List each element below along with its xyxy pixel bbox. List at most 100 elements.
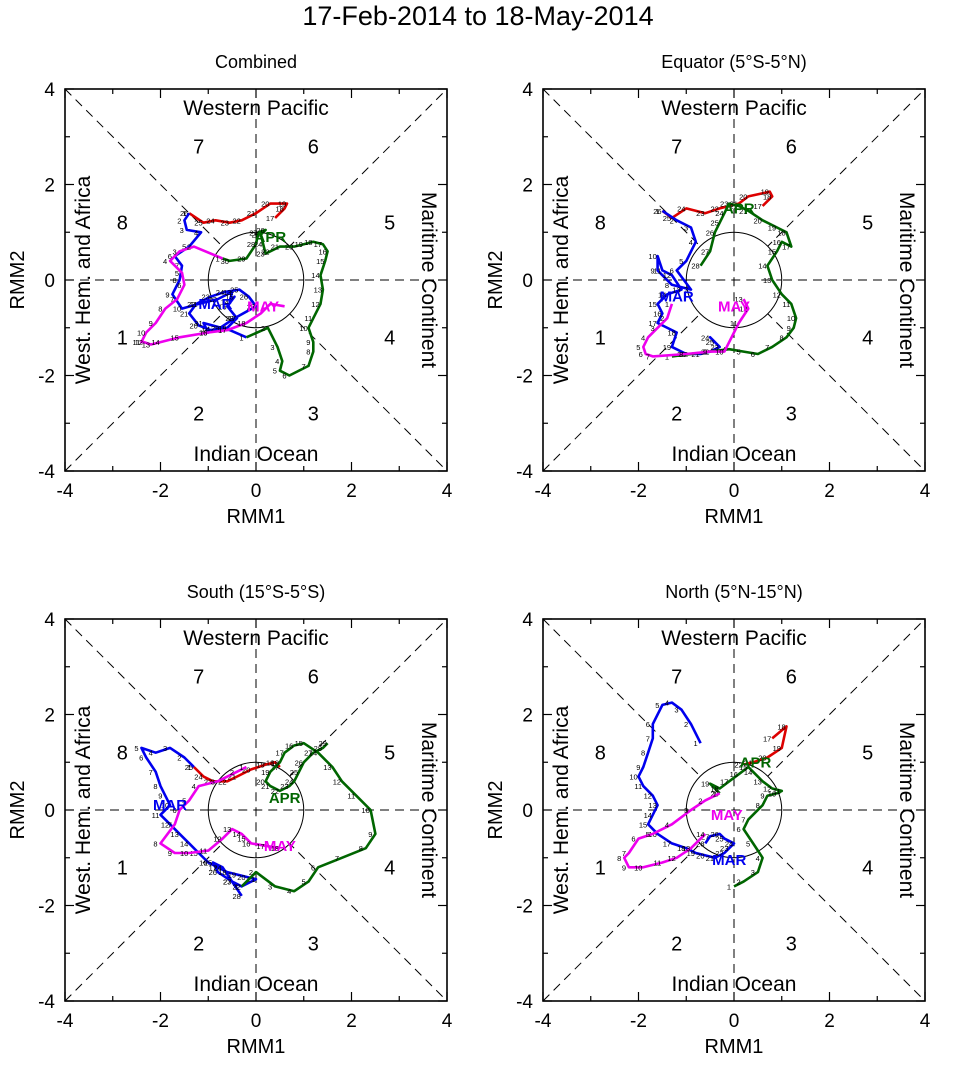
day-label: 10 (161, 801, 169, 810)
day-label: 16 (285, 742, 293, 751)
panel-north: North (5°N-15°N) -4 -4 -2 -2 0 0 2 2 4 4 RMM1 RMM2 We… (478, 570, 956, 1060)
region-label-bottom: Indian Ocean (194, 443, 319, 466)
day-label: 17 (266, 214, 274, 223)
trajectory-feb (188, 202, 289, 224)
region-label-right: Maritime Continent (417, 192, 440, 368)
day-label: 8 (779, 333, 783, 342)
day-label: 22 (187, 300, 195, 309)
day-label: 30 (221, 257, 229, 266)
x-tick-label: -4 (535, 1011, 552, 1032)
day-label: 2 (187, 243, 191, 252)
day-label: 14 (758, 262, 766, 271)
day-label: 22 (271, 787, 279, 796)
day-label: 18 (218, 868, 226, 877)
day-label: 23 (256, 250, 264, 259)
day-label: 9 (760, 792, 764, 801)
day-label: 31 (194, 319, 202, 328)
day-label: 25 (663, 214, 671, 223)
day-label: 27 (304, 749, 312, 758)
day-label: 6 (639, 350, 643, 359)
day-label: 15 (739, 763, 747, 772)
day-label: 7 (149, 768, 153, 777)
day-label: 23 (204, 777, 212, 786)
day-label: 19 (761, 188, 769, 197)
day-label: 8 (617, 854, 621, 863)
phase-number: 8 (595, 743, 606, 765)
day-label: 15 (295, 739, 303, 748)
y-tick-label: -2 (516, 897, 533, 918)
phase-number: 4 (862, 857, 873, 879)
day-label: 9 (306, 338, 310, 347)
day-label: 21 (739, 207, 747, 216)
day-label: 14 (233, 830, 241, 839)
day-label: 4 (163, 257, 167, 266)
day-label: 16 (653, 309, 661, 318)
region-label-right: Maritime Continent (895, 722, 918, 898)
day-label: 17 (720, 777, 728, 786)
phase-number: 6 (308, 136, 319, 158)
trajectory-mar (637, 701, 736, 860)
x-axis-label: RMM1 (705, 1036, 764, 1058)
day-label: 7 (765, 343, 769, 352)
day-label: 20 (190, 321, 198, 330)
day-label: 27 (701, 247, 709, 256)
day-label: 5 (746, 839, 750, 848)
panel-title: South (15°S-5°S) (187, 582, 325, 602)
day-label: 14 (696, 830, 704, 839)
day-label: 22 (233, 216, 241, 225)
x-tick-label: -2 (630, 1011, 647, 1032)
day-label: 26 (180, 209, 188, 218)
day-label: 8 (153, 839, 157, 848)
day-label: 22 (218, 777, 226, 786)
day-label: 5 (182, 796, 186, 805)
day-label: 17 (314, 240, 322, 249)
day-label: 21 (271, 243, 279, 252)
y-tick-label: 4 (522, 80, 533, 101)
day-label: 24 (677, 204, 685, 213)
month-label-apr: APR (269, 790, 301, 807)
panel-south: South (15°S-5°S) -4 -4 -2 -2 0 0 2 2 4 4 RMM1 RMM2 We… (0, 570, 478, 1060)
region-label-left: West. Hem. and Africa (72, 705, 95, 914)
day-label: 5 (134, 744, 138, 753)
day-label: 10 (768, 789, 776, 798)
trajectory-feb (192, 761, 281, 783)
day-label: 18 (304, 238, 312, 247)
day-label: 10 (137, 329, 145, 338)
day-label: 11 (304, 314, 312, 323)
day-label: 12 (663, 271, 671, 280)
x-tick-label: 0 (729, 481, 740, 502)
day-label: 20 (285, 243, 293, 252)
day-label: 8 (756, 801, 760, 810)
day-label: 13 (223, 825, 231, 834)
day-label: 6 (168, 252, 172, 261)
day-label: 11 (653, 859, 661, 868)
day-label: 7 (170, 295, 174, 304)
day-label: 17 (256, 842, 264, 851)
day-label: 14 (744, 768, 752, 777)
phase-number: 3 (786, 404, 797, 426)
x-tick-label: 2 (824, 481, 835, 502)
day-label: 7 (646, 734, 650, 743)
day-label: 1 (182, 209, 186, 218)
phase-number: 7 (671, 666, 682, 688)
day-label: 10 (173, 305, 181, 314)
x-axis-label: RMM1 (227, 1036, 286, 1058)
y-tick-label: 0 (44, 801, 55, 822)
x-tick-label: -2 (152, 1011, 169, 1032)
trajectory-apr (708, 765, 784, 888)
day-label: 11 (190, 300, 198, 309)
day-label: 19 (201, 326, 209, 335)
day-label: 2 (230, 768, 234, 777)
day-label: 17 (209, 863, 217, 872)
month-label-may: MAY (264, 838, 296, 855)
day-label: 3 (180, 226, 184, 235)
day-label: 23 (280, 782, 288, 791)
day-label: 9 (622, 863, 626, 872)
day-label: 18 (275, 204, 283, 213)
day-label: 19 (228, 870, 236, 879)
day-label: 17 (275, 749, 283, 758)
chart-south: South (15°S-5°S)-4-4-2-2002244RMM1RMM2We… (7, 582, 453, 1058)
day-label: 13 (170, 830, 178, 839)
day-label: 6 (173, 806, 177, 815)
day-label: 5 (636, 343, 640, 352)
